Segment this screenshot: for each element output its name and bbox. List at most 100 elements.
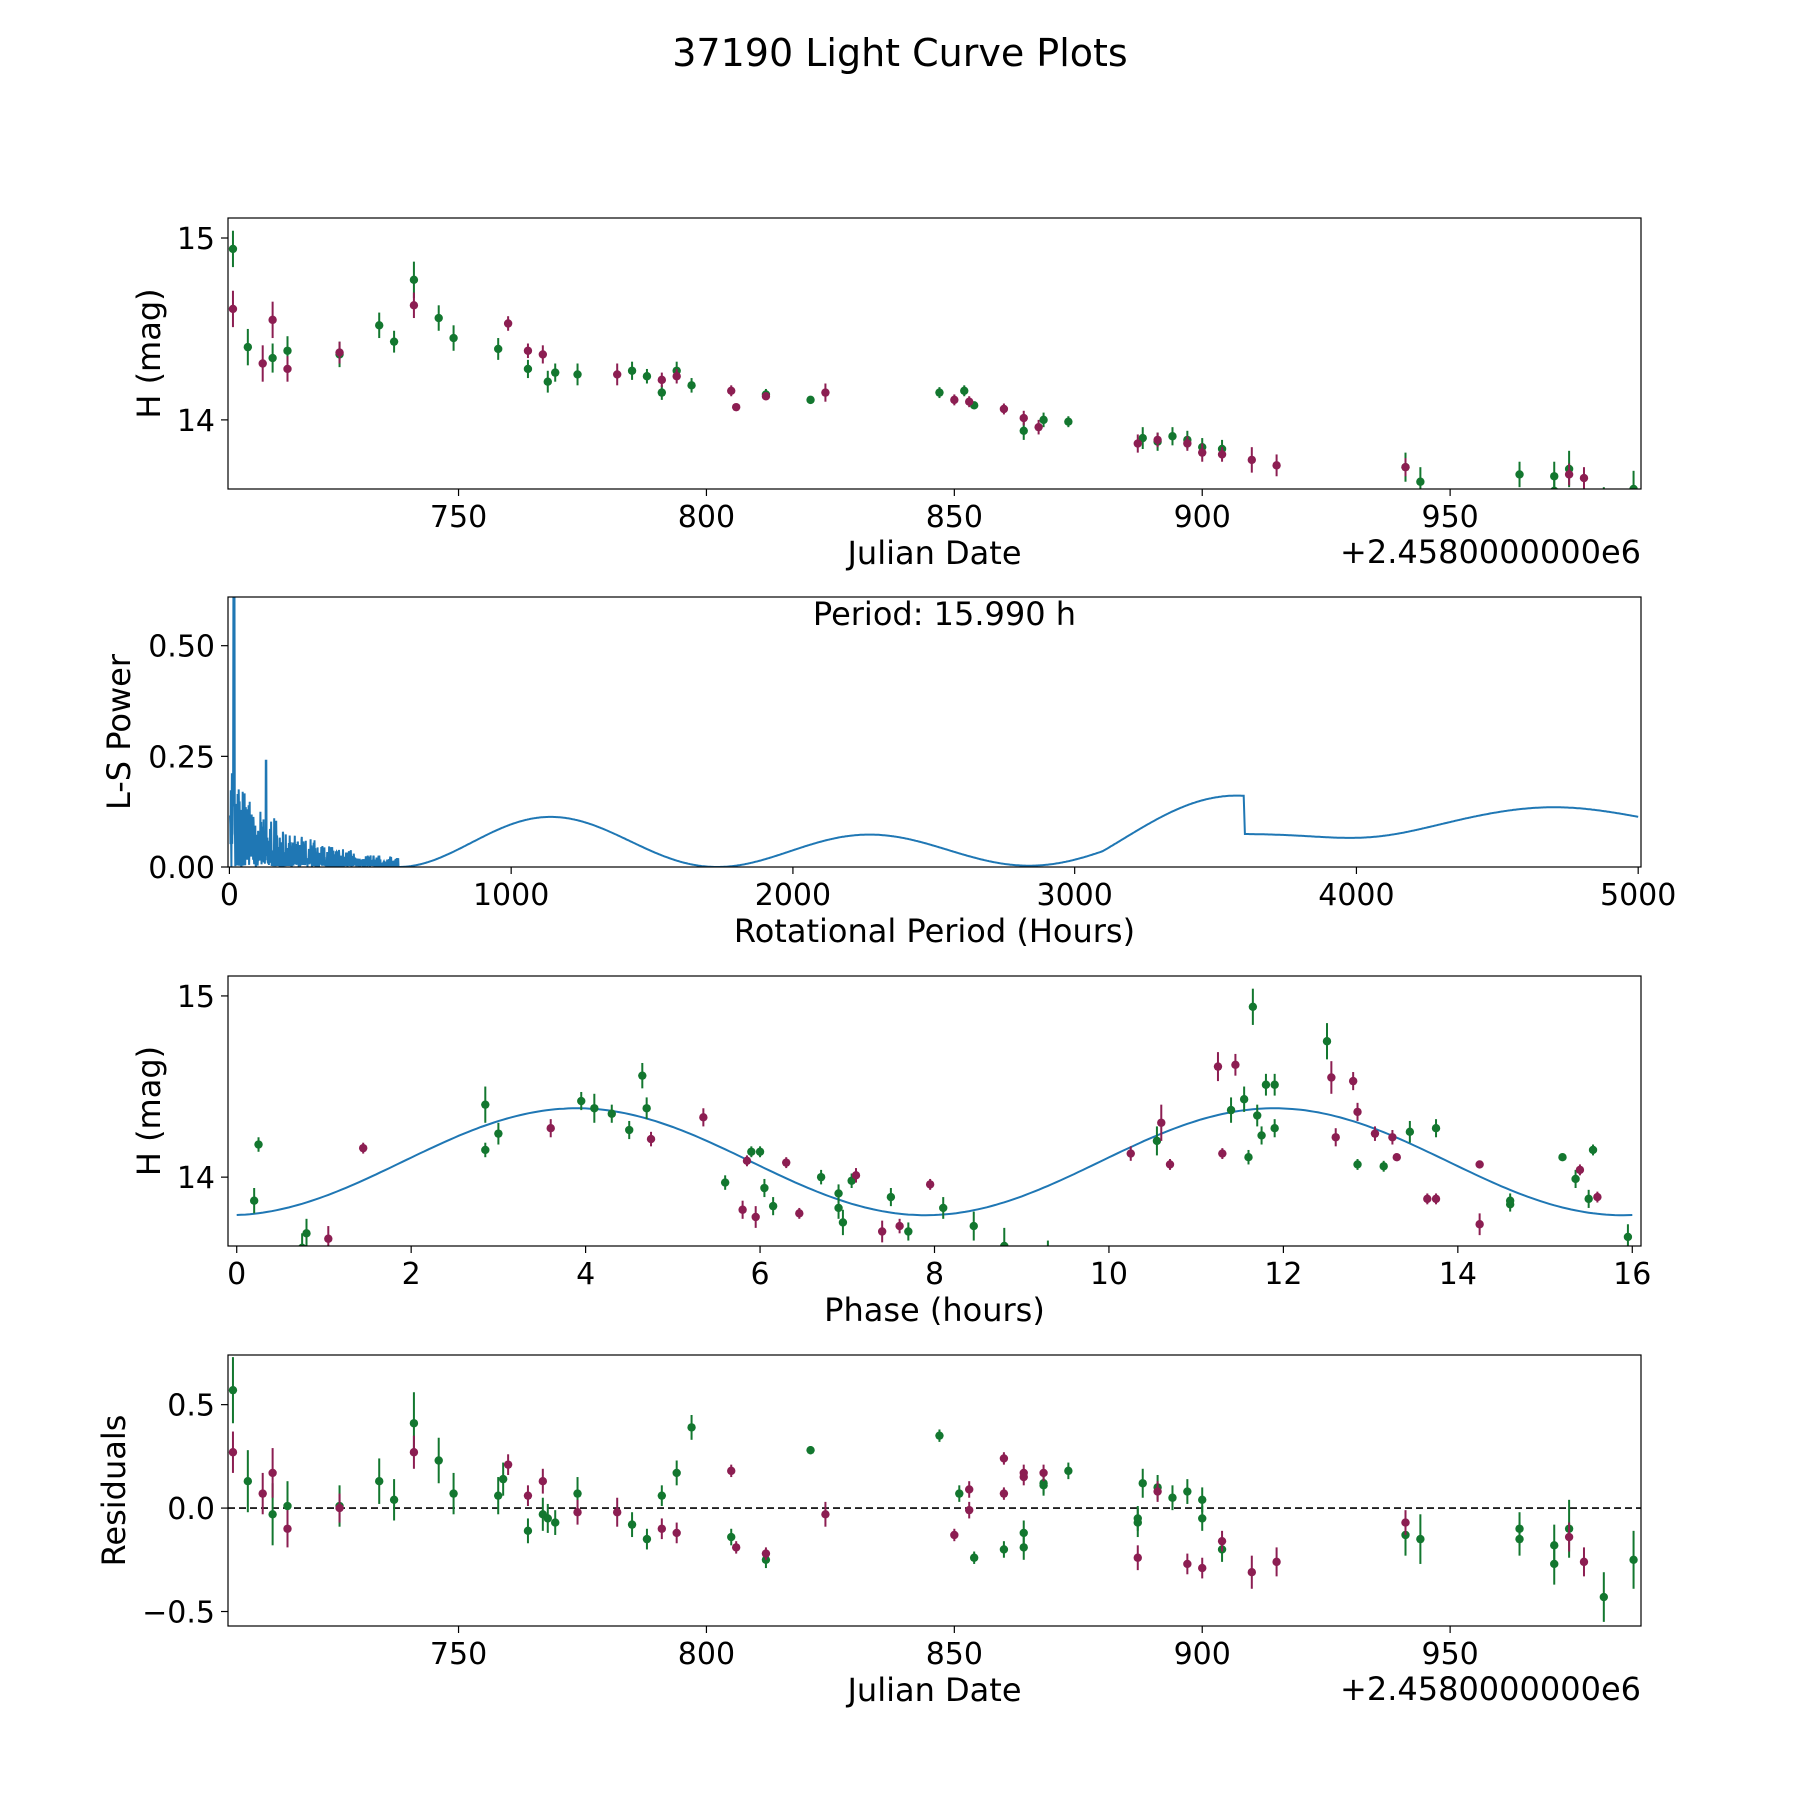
data-point <box>1579 473 1589 483</box>
period-annotation: Period: 15.990 h <box>813 595 1076 633</box>
data-point <box>950 1530 959 1540</box>
data-point <box>1133 439 1142 448</box>
y-axis-label: Residuals <box>95 1415 133 1567</box>
y-tick-label: 0.00 <box>148 851 215 886</box>
data-point <box>1133 1553 1142 1562</box>
x-tick-label: 8 <box>925 1257 944 1292</box>
data-point <box>409 301 419 310</box>
data-point <box>228 1385 238 1395</box>
x-axis-label: Phase (hours) <box>824 1291 1045 1329</box>
data-point <box>939 1203 948 1213</box>
y-axis-label: H (mag) <box>130 1046 168 1176</box>
x-tick-label: 16 <box>1613 1257 1651 1292</box>
plot-area <box>228 230 1638 489</box>
data-point <box>335 1503 344 1513</box>
y-tick-label: 0.5 <box>167 1389 215 1424</box>
data-point <box>1379 1162 1388 1171</box>
plot-area <box>236 988 1633 1246</box>
data-point <box>747 1147 756 1156</box>
data-point <box>1198 448 1207 457</box>
data-point <box>503 1460 513 1469</box>
series-maroon <box>324 1052 1602 1246</box>
data-point <box>1217 1536 1227 1546</box>
data-point <box>782 1158 791 1167</box>
data-point <box>449 333 458 343</box>
y-tick-label: 0.25 <box>148 740 215 775</box>
data-point <box>268 315 277 325</box>
data-point <box>950 395 959 405</box>
data-point <box>955 1489 964 1498</box>
data-point <box>481 1145 490 1155</box>
data-point <box>742 1156 752 1166</box>
y-tick-label: 15 <box>177 222 215 257</box>
data-point <box>1370 1129 1380 1138</box>
panel-1: 750 800 850 900 950 14 15 Julian Date H (mag) +2.… <box>130 217 1642 572</box>
data-point <box>1064 1466 1073 1476</box>
data-point <box>268 1510 277 1519</box>
data-point <box>1550 472 1559 481</box>
data-point <box>283 346 292 355</box>
data-point <box>1584 1194 1593 1204</box>
data-point <box>672 1468 681 1478</box>
x-tick-label: 950 <box>1421 1637 1478 1672</box>
data-point <box>999 1489 1009 1498</box>
data-point <box>1272 461 1281 470</box>
x-offset-label: +2.4580000000e6 <box>1340 533 1641 571</box>
data-point <box>731 1543 741 1552</box>
data-point <box>268 1468 277 1478</box>
data-point <box>965 1505 974 1515</box>
y-tick-label: 15 <box>177 980 215 1015</box>
data-point <box>1039 1479 1048 1488</box>
data-point <box>816 1172 826 1182</box>
data-point <box>1218 1149 1227 1158</box>
data-point <box>657 1524 667 1533</box>
data-point <box>409 1419 419 1428</box>
data-point <box>409 275 419 285</box>
data-point <box>503 319 513 328</box>
data-point <box>1138 433 1147 443</box>
data-point <box>1153 1487 1162 1496</box>
data-point <box>1019 1472 1028 1482</box>
panel-3: 0 2 4 6 8 10 12 14 16 14 15 Phase (hours) H (mag) <box>130 975 1651 1329</box>
x-axis-label: Julian Date <box>845 1671 1021 1709</box>
data-point <box>434 313 443 323</box>
periodogram-line <box>229 597 1639 867</box>
data-point <box>607 1109 616 1118</box>
data-point <box>1138 1479 1147 1488</box>
data-point <box>755 1147 765 1156</box>
data-point <box>1039 415 1048 425</box>
data-point <box>1157 1118 1166 1127</box>
data-point <box>1423 1194 1432 1204</box>
y-tick-label: 14 <box>177 1161 215 1196</box>
data-point <box>538 350 548 359</box>
data-point <box>1392 1153 1401 1162</box>
x-offset-label: +2.4580000000e6 <box>1340 1670 1641 1708</box>
data-point <box>1629 484 1638 489</box>
data-point <box>228 1448 238 1457</box>
data-point <box>965 397 974 406</box>
data-point <box>1401 1518 1410 1527</box>
data-point <box>573 1508 582 1517</box>
series-green <box>228 1357 1638 1622</box>
data-point <box>687 381 696 390</box>
data-point <box>1000 1241 1009 1246</box>
data-point <box>1239 1095 1249 1104</box>
data-point <box>1388 1133 1397 1142</box>
x-axis-label: Rotational Period (Hours) <box>734 912 1135 950</box>
data-point <box>1126 1149 1135 1158</box>
data-point <box>821 1510 830 1519</box>
data-point <box>481 1100 490 1109</box>
data-point <box>389 337 399 346</box>
data-point <box>249 1196 259 1205</box>
data-point <box>1019 413 1028 423</box>
data-point <box>546 1124 555 1133</box>
data-point <box>627 366 637 375</box>
data-point <box>283 1524 292 1533</box>
data-point <box>727 1466 736 1476</box>
data-point <box>1231 1060 1240 1069</box>
data-point <box>538 1476 548 1486</box>
data-point <box>999 1454 1009 1463</box>
data-point <box>646 1134 656 1144</box>
data-point <box>494 1129 503 1138</box>
